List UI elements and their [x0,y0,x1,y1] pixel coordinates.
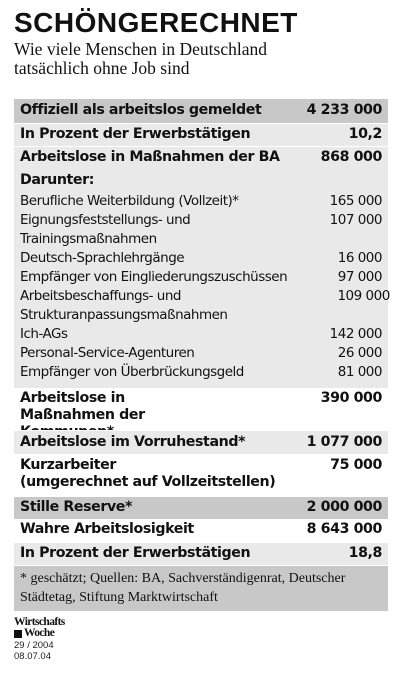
row-value: 1 077 000 [306,434,383,450]
infographic: SCHÖNGERECHNET Wie viele Menschen in Deu… [14,7,390,611]
table-row-kurzarbeiter: Kurzarbeiter (umgerechnet auf Vollzeitst… [14,454,388,496]
row-value: 10,2 [348,126,383,142]
row-value: 868 000 [320,149,383,165]
list-item: Eignungsfeststellungs- und Trainingsmaßn… [20,212,383,247]
row-value: 18,8 [348,545,383,561]
list-item: Arbeitsbeschaffungs- und Strukturanpassu… [20,288,390,323]
row-value: 75 000 [330,457,382,473]
table-row-ba: Arbeitslose in Maßnahmen der BA 868 000 [14,147,388,170]
row-label: Wahre Arbeitslosigkeit [20,521,194,537]
table-row-kommunen: Arbeitslose in Maßnahmen der Kommunen* 3… [14,388,388,440]
issue-number: 29 / 2004 [14,640,54,651]
row-value: 2 000 000 [306,499,383,515]
row-label: Arbeitslose in Maßnahmen der BA [20,149,280,165]
row-label: In Prozent der Erwerbstätigen [20,126,251,142]
list-item: Deutsch-Sprachlehrgänge 16 000 [20,250,383,266]
row-value: 4 233 000 [306,102,383,118]
list-item: Ich-AGs 142 000 [20,326,383,342]
statistics-table: Offiziell als arbeitslos gemeldet 4 233 … [14,99,390,611]
subtitle-line-1: Wie viele Menschen in Deutschland [14,39,267,59]
wirtschaftswoche-logo: Wirtschafts Woche 29 / 2004 08.07.04 [14,616,65,662]
ba-block: Arbeitslose in Maßnahmen der BA 868 000 … [14,146,390,388]
footnote: * geschätzt; Quellen: BA, Sachverständig… [14,565,388,611]
table-row-percent-2: In Prozent der Erwerbstätigen 18,8 [14,542,388,565]
sub-items-list: Berufliche Weiterbildung (Vollzeit)* 165… [14,192,390,382]
logo-line-1: Wirtschafts [14,616,65,628]
row-value: 8 643 000 [306,521,383,537]
row-label: Stille Reserve* [20,499,133,515]
row-label: Kurzarbeiter (umgerechnet auf Vollzeitst… [20,457,276,490]
row-value: 390 000 [320,390,383,406]
row-label: Offiziell als arbeitslos gemeldet [20,102,262,118]
row-label: In Prozent der Erwerbstätigen [20,545,251,561]
table-row-official: Offiziell als arbeitslos gemeldet 4 233 … [14,99,388,123]
darunter-label: Darunter: [20,172,95,188]
row-label: Arbeitslose im Vorruhestand* [20,434,246,450]
subtitle-line-2: tatsächlich ohne Job sind [14,58,190,78]
issue-date: 08.07.04 [14,651,51,662]
logo-bar-icon [14,629,22,638]
subtitle: Wie viele Menschen in Deutschland tatsäc… [14,40,388,78]
list-item: Empfänger von Eingliederungszuschüssen 9… [20,269,383,285]
list-item: Empfänger von Überbrückungsgeld 81 000 [20,364,383,380]
list-item: Personal-Service-Agenturen 26 000 [20,345,383,361]
logo-line-2: Woche [14,627,62,639]
page-title: SCHÖNGERECHNET [14,7,298,38]
table-row-reserve: Stille Reserve* 2 000 000 [14,496,388,519]
list-item: Berufliche Weiterbildung (Vollzeit)* 165… [20,193,383,209]
table-row-percent-1: In Prozent der Erwerbstätigen 10,2 [14,123,388,146]
table-row-wahre: Wahre Arbeitslosigkeit 8 643 000 [14,519,388,542]
table-row-vorruhestand: Arbeitslose im Vorruhestand* 1 077 000 [14,430,388,454]
